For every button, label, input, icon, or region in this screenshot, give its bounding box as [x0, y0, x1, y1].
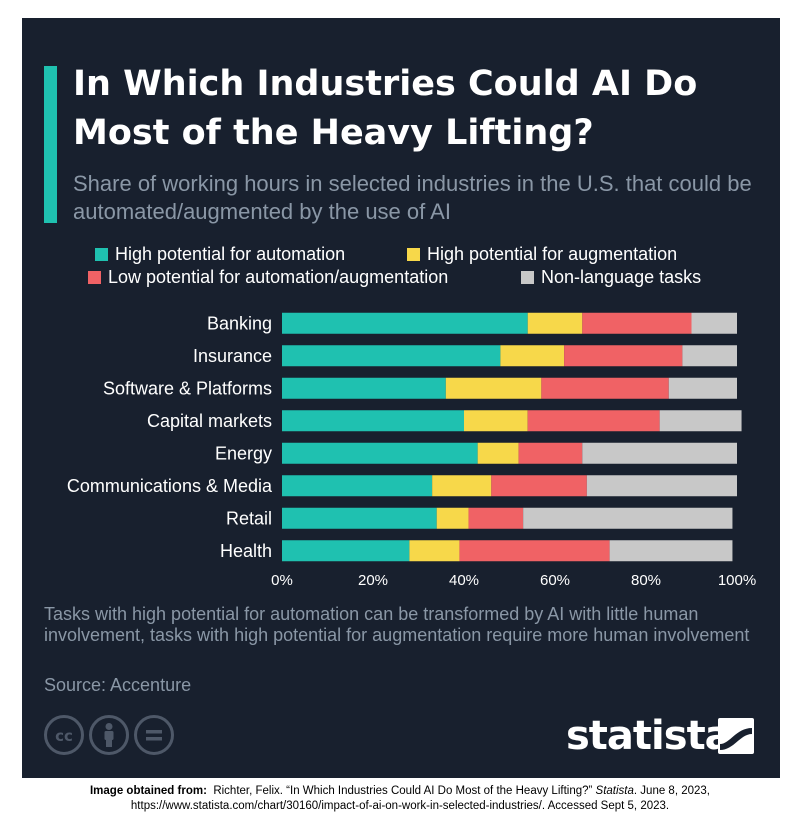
legend-item-low: Low potential for automation/augmentatio…	[88, 267, 448, 288]
svg-text:cc: cc	[55, 727, 73, 745]
bar-segment-automation	[282, 377, 446, 399]
bar-segment-automation	[282, 507, 437, 529]
legend-swatch-low	[88, 271, 101, 284]
bar-segment-low	[527, 410, 660, 432]
bar-segment-non-language	[609, 540, 733, 562]
x-tick-label: 100%	[718, 572, 756, 589]
bar-segment-non-language	[582, 442, 737, 464]
legend-label-automation: High potential for automation	[115, 244, 346, 264]
legend-item-non-language: Non-language tasks	[521, 267, 701, 288]
bar-segment-augmentation	[436, 507, 469, 529]
legend-item-automation: High potential for automation	[95, 244, 345, 265]
equals-icon[interactable]	[134, 715, 174, 755]
category-label: Health	[220, 541, 272, 561]
bar-segment-low	[564, 345, 683, 367]
category-label: Capital markets	[147, 411, 272, 431]
category-label: Software & Platforms	[103, 378, 272, 398]
image-attribution: Image obtained from: Richter, Felix. “In…	[30, 784, 770, 814]
bar-segment-augmentation	[527, 312, 583, 334]
legend-item-augmentation: High potential for augmentation	[407, 244, 677, 265]
bar-segment-automation	[282, 345, 501, 367]
category-label: Insurance	[193, 346, 272, 366]
x-tick-label: 0%	[271, 572, 293, 589]
legend-label-low: Low potential for automation/augmentatio…	[108, 267, 449, 287]
bar-segment-low	[582, 312, 692, 334]
bar-segment-low	[491, 475, 587, 497]
bar-segment-augmentation	[409, 540, 460, 562]
x-tick-label: 20%	[358, 572, 388, 589]
attribution-text: Richter, Felix. “In Which Industries Cou…	[213, 785, 593, 797]
bar-segment-automation	[282, 410, 464, 432]
bar-segment-non-language	[682, 345, 737, 367]
bar-segment-non-language	[659, 410, 742, 432]
bar-segment-non-language	[523, 507, 733, 529]
legend-swatch-non-language	[521, 271, 534, 284]
source-text: Source: Accenture	[44, 675, 192, 695]
bar-segment-automation	[282, 442, 478, 464]
category-label: Retail	[226, 508, 272, 528]
bar-segment-non-language	[691, 312, 737, 334]
bar-segment-augmentation	[432, 475, 492, 497]
category-label: Communications & Media	[67, 476, 273, 496]
attribution-publication: Statista	[595, 785, 634, 797]
x-tick-label: 40%	[449, 572, 479, 589]
stacked-bar-chart: Banking Insurance Software & Platforms Capi…	[67, 312, 756, 589]
bar-segment-low	[459, 540, 610, 562]
person-icon[interactable]	[89, 715, 129, 755]
footnote: Tasks with high potential for automation…	[44, 604, 750, 645]
attribution-details: . June 8, 2023, https://www.statista.com…	[130, 785, 710, 812]
category-label: Banking	[207, 313, 272, 333]
attribution-label: Image obtained from:	[89, 785, 207, 797]
bar-segment-augmentation	[464, 410, 528, 432]
bar-segment-automation	[282, 540, 410, 562]
cc-icon[interactable]: cc	[44, 715, 84, 755]
bar-segment-augmentation	[500, 345, 565, 367]
category-label: Energy	[215, 443, 272, 463]
bar-segment-low	[541, 377, 669, 399]
statista-mark-icon	[718, 718, 754, 754]
title-accent-bar	[44, 66, 57, 223]
bar-segment-non-language	[668, 377, 737, 399]
x-tick-label: 60%	[540, 572, 570, 589]
legend-swatch-augmentation	[407, 248, 420, 261]
bar-segment-low	[518, 442, 583, 464]
bar-segment-augmentation	[445, 377, 542, 399]
bar-segment-non-language	[586, 475, 737, 497]
bar-segment-automation	[282, 475, 433, 497]
bar-segment-low	[468, 507, 524, 529]
legend-swatch-automation	[95, 248, 108, 261]
legend-label-non-language: Non-language tasks	[541, 267, 702, 287]
logo-wordmark: statista	[566, 713, 732, 759]
bar-segment-augmentation	[477, 442, 519, 464]
bar-segment-automation	[282, 312, 528, 334]
chart-subtitle: Share of working hours in selected indus…	[73, 171, 752, 224]
chart-title: In Which Industries Could AI Do Most of …	[73, 64, 698, 153]
x-tick-label: 80%	[631, 572, 661, 589]
legend-label-augmentation: High potential for augmentation	[427, 244, 678, 264]
